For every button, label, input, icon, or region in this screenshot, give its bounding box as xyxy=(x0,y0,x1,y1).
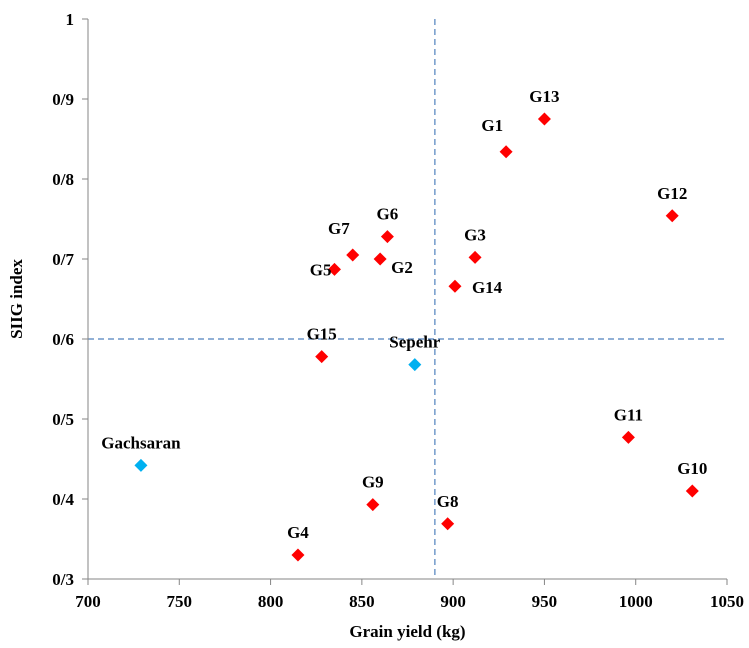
point-label-g5: G5 xyxy=(310,260,332,279)
point-label-g9: G9 xyxy=(362,473,384,492)
point-label-g11: G11 xyxy=(614,405,643,424)
x-tick-label: 800 xyxy=(258,592,284,611)
point-label-g4: G4 xyxy=(287,523,309,542)
x-tick-label: 700 xyxy=(75,592,101,611)
data-point-g13 xyxy=(537,112,551,126)
point-label-g8: G8 xyxy=(437,492,459,511)
point-label-g14: G14 xyxy=(472,278,503,297)
y-tick-label: 0/6 xyxy=(52,330,74,349)
data-point-g14 xyxy=(448,279,462,293)
point-label-g12: G12 xyxy=(657,184,687,203)
data-point-g1 xyxy=(499,145,513,159)
point-label-sepehr: Sepehr xyxy=(389,333,440,352)
point-label-gachsaran: Gachsaran xyxy=(101,433,181,452)
point-label-g10: G10 xyxy=(677,459,707,478)
point-label-g6: G6 xyxy=(377,205,399,224)
data-point-g2 xyxy=(373,252,387,266)
data-point-g9 xyxy=(366,498,380,512)
point-label-g15: G15 xyxy=(307,325,337,344)
point-labels: G1 G2 G3 G4 G5 G6 G7 G8 G9 G10 G11 G12 G13 G14 G15 Sepe… xyxy=(101,87,707,542)
x-tick-label: 750 xyxy=(167,592,193,611)
axes xyxy=(87,19,727,580)
x-tick-label: 1000 xyxy=(619,592,653,611)
point-label-g2: G2 xyxy=(391,258,413,277)
y-tick-label: 0/3 xyxy=(52,570,74,589)
data-point-g5 xyxy=(327,262,341,276)
point-label-g1: G1 xyxy=(481,116,503,135)
y-tick-label: 0/4 xyxy=(52,490,74,509)
data-point-g11 xyxy=(621,430,635,444)
data-point-g12 xyxy=(665,209,679,223)
x-axis-title: Grain yield (kg) xyxy=(349,622,465,641)
data-point-g10 xyxy=(685,484,699,498)
data-point-g8 xyxy=(441,517,455,531)
x-tick-label: 850 xyxy=(349,592,375,611)
point-label-g3: G3 xyxy=(464,225,486,244)
x-axis-ticks: 700 750 800 850 900 950 1000 1050 xyxy=(75,579,744,611)
data-point-g4 xyxy=(291,548,305,562)
data-point-g15 xyxy=(315,350,329,364)
data-point-sepehr xyxy=(408,358,422,372)
y-tick-label: 0/9 xyxy=(52,90,74,109)
point-label-g7: G7 xyxy=(328,219,350,238)
y-axis-ticks: 0/3 0/4 0/5 0/6 0/7 0/8 0/9 1 xyxy=(52,10,88,589)
y-tick-label: 1 xyxy=(66,10,75,29)
y-axis-title: SIIG index xyxy=(7,259,26,339)
reference-lines xyxy=(88,19,727,579)
data-point-gachsaran xyxy=(134,458,148,472)
data-point-g3 xyxy=(468,250,482,264)
x-tick-label: 1050 xyxy=(710,592,744,611)
y-tick-label: 0/8 xyxy=(52,170,74,189)
point-label-g13: G13 xyxy=(529,87,559,106)
x-tick-label: 950 xyxy=(532,592,558,611)
y-tick-label: 0/5 xyxy=(52,410,74,429)
data-point-g6 xyxy=(380,230,394,244)
x-tick-label: 900 xyxy=(440,592,466,611)
data-points xyxy=(134,112,699,562)
y-tick-label: 0/7 xyxy=(52,250,74,269)
data-point-g7 xyxy=(346,248,360,262)
